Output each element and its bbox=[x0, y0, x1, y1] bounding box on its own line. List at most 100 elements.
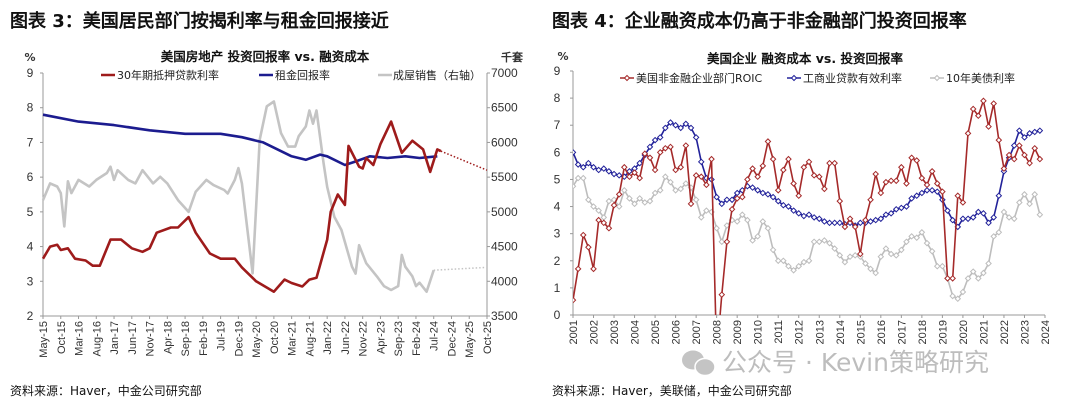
treasury-10y-point bbox=[677, 185, 685, 193]
legend-marker-treasury bbox=[933, 74, 941, 82]
treasury-10y-point bbox=[990, 233, 998, 240]
loan-rate-point bbox=[590, 163, 597, 171]
loan-rate-point bbox=[892, 205, 900, 213]
treasury-10y-point bbox=[908, 233, 915, 240]
roic-point bbox=[959, 199, 967, 206]
y-tick-label: 8 bbox=[27, 101, 34, 115]
treasury-10y-point bbox=[764, 224, 772, 232]
loan-rate-point bbox=[1031, 128, 1039, 136]
treasury-10y-point bbox=[949, 292, 956, 300]
loan-rate-point bbox=[759, 189, 767, 197]
loan-rate-point bbox=[933, 188, 941, 195]
y-tick-label: 9 bbox=[27, 66, 34, 80]
x-tick-label: 2006 bbox=[671, 320, 683, 344]
roic-point bbox=[764, 138, 772, 145]
y2-tick-label: 4000 bbox=[491, 274, 518, 288]
roic-point bbox=[1036, 155, 1044, 163]
loan-rate-point bbox=[867, 218, 874, 225]
roic-point bbox=[1005, 151, 1013, 159]
chart-title: 美国企业 融资成本 vs. 投资回报率 bbox=[707, 51, 903, 66]
x-tick-label: Aug-16 bbox=[91, 321, 103, 356]
y-tick-label: 8 bbox=[554, 91, 561, 105]
treasury-10y-point bbox=[1021, 191, 1028, 198]
treasury-10y-point bbox=[913, 234, 921, 242]
treasury-10y-point bbox=[667, 178, 674, 186]
loan-rate-point bbox=[969, 214, 977, 221]
loan-rate-point bbox=[877, 215, 885, 223]
y-tick-label: 6 bbox=[27, 170, 34, 184]
loan-rate-point bbox=[821, 218, 828, 225]
x-tick-label: Jan-22 bbox=[322, 321, 334, 355]
treasury-10y-point bbox=[744, 216, 751, 224]
roic-point bbox=[682, 142, 690, 149]
roic-point bbox=[646, 154, 654, 162]
roic-point bbox=[821, 185, 828, 193]
loan-rate-point bbox=[667, 119, 674, 126]
loan-rate-point bbox=[677, 124, 685, 132]
figure-4-title: 图表 4：企业融资成本仍高于非金融部门投资回报率 bbox=[552, 10, 967, 32]
roic-point bbox=[949, 275, 956, 282]
y2-tick-label: 6000 bbox=[491, 135, 518, 149]
treasury-10y-point bbox=[595, 207, 602, 214]
treasury-10y-point bbox=[810, 238, 818, 246]
loan-rate-point bbox=[651, 136, 659, 144]
loan-rate-point bbox=[944, 207, 951, 214]
treasury-10y-point bbox=[733, 218, 741, 225]
x-tick-label: May-15 bbox=[38, 321, 50, 358]
treasury-10y-point bbox=[774, 257, 782, 265]
x-tick-label: May-25 bbox=[464, 321, 476, 358]
roic-line bbox=[573, 97, 1041, 315]
treasury-10y-point bbox=[769, 246, 777, 254]
x-tick-label: 2008 bbox=[712, 320, 724, 344]
loan-rate-point bbox=[815, 215, 823, 223]
roic-point bbox=[749, 165, 756, 172]
treasury-10y-point bbox=[923, 239, 931, 247]
roic-point bbox=[964, 130, 972, 137]
roic-point bbox=[913, 157, 921, 164]
legend: 美国非金融企业部门ROIC 工商业贷款有效利率 10年美债利率 bbox=[620, 71, 1015, 85]
loan-rate-point bbox=[573, 149, 577, 156]
roic-point bbox=[862, 216, 869, 224]
roic-point bbox=[656, 149, 664, 156]
legend-label-rent-yield: 租金回报率 bbox=[275, 68, 330, 82]
roic-point bbox=[573, 296, 577, 304]
treasury-10y-point bbox=[631, 200, 638, 208]
treasury-10y-point bbox=[821, 237, 828, 244]
legend-label-treasury: 10年美债利率 bbox=[946, 71, 1015, 85]
roic-point bbox=[636, 174, 644, 182]
y-tick-label: 9 bbox=[554, 64, 561, 78]
y-tick-label: 2 bbox=[554, 254, 561, 268]
y-tick-label: 1 bbox=[554, 281, 561, 295]
roic-point bbox=[892, 177, 900, 185]
x-tick-label: Mar-21 bbox=[287, 321, 299, 356]
loan-rate-point bbox=[579, 163, 587, 171]
x-tick-label: Feb-19 bbox=[198, 321, 210, 356]
y-tick-label: 6 bbox=[554, 145, 561, 159]
treasury-10y-line bbox=[573, 175, 1041, 300]
x-tick-label: 2023 bbox=[1019, 320, 1031, 344]
loan-rate-point bbox=[836, 219, 844, 227]
loan-rate-point bbox=[810, 214, 818, 221]
roic-point bbox=[631, 169, 638, 176]
left-axis-unit: % bbox=[24, 51, 35, 64]
loan-rate-point bbox=[769, 193, 777, 201]
x-tick-label: Apr-23 bbox=[375, 321, 387, 354]
treasury-10y-point bbox=[718, 238, 726, 246]
loan-rate-point bbox=[600, 165, 608, 172]
roic-point bbox=[918, 174, 926, 182]
y-tick-label: 5 bbox=[554, 172, 561, 186]
loan-rate-point bbox=[574, 161, 582, 168]
loan-rate-point bbox=[764, 191, 772, 198]
treasury-10y-point bbox=[574, 174, 582, 182]
legend-label-mortgage: 30年期抵押贷款利率 bbox=[117, 68, 219, 82]
roic-point bbox=[714, 353, 719, 358]
right-axis-unit: 千套 bbox=[501, 50, 524, 64]
loan-rate-point bbox=[687, 124, 695, 132]
loan-rate-point bbox=[672, 121, 679, 129]
roic-point bbox=[954, 192, 962, 200]
loan-rate-line bbox=[573, 121, 1041, 229]
legend-marker-roic bbox=[623, 74, 631, 82]
treasury-10y-point bbox=[939, 262, 946, 270]
corporate-chart: 美国企业 融资成本 vs. 投资回报率 % 美国非金融企业部门ROIC 工商业贷… bbox=[554, 50, 1052, 358]
treasury-10y-point bbox=[620, 186, 628, 194]
